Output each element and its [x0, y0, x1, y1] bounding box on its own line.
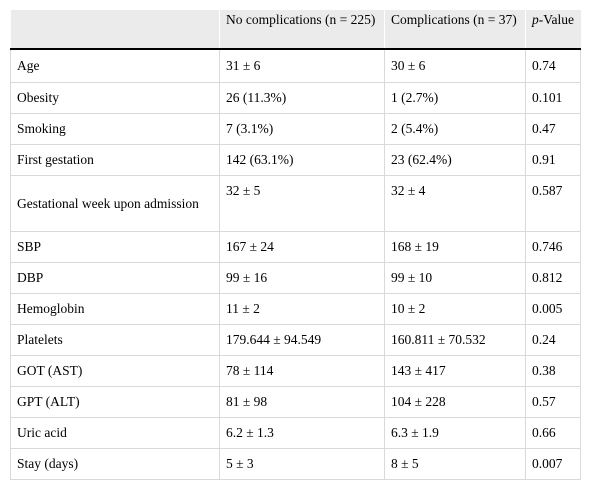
complications-value: 160.811 ± 70.532 [384, 324, 526, 356]
no-complications-value: 167 ± 24 [219, 231, 385, 263]
p-value: 0.66 [525, 417, 581, 449]
p-value: 0.007 [525, 448, 581, 480]
complications-value: 32 ± 4 [384, 175, 526, 232]
header-row: No complications (n = 225) Complications… [10, 10, 581, 50]
row-label: Platelets [10, 324, 220, 356]
no-complications-value: 6.2 ± 1.3 [219, 417, 385, 449]
header-cell-no-complications: No complications (n = 225) [219, 10, 385, 50]
no-complications-value: 179.644 ± 94.549 [219, 324, 385, 356]
row-label: Uric acid [10, 417, 220, 449]
p-value: 0.91 [525, 144, 581, 176]
header-cell-complications: Complications (n = 37) [384, 10, 526, 50]
table-row: DBP 99 ± 16 99 ± 10 0.812 [10, 262, 581, 294]
no-complications-value: 5 ± 3 [219, 448, 385, 480]
table-row: Stay (days) 5 ± 3 8 ± 5 0.007 [10, 448, 581, 480]
complications-value: 104 ± 228 [384, 386, 526, 418]
complications-value: 6.3 ± 1.9 [384, 417, 526, 449]
no-complications-value: 26 (11.3%) [219, 82, 385, 114]
complications-value: 99 ± 10 [384, 262, 526, 294]
header-cell-p-value: p-Value [525, 10, 581, 50]
table-row: First gestation 142 (63.1%) 23 (62.4%) 0… [10, 144, 581, 176]
table-row: Smoking 7 (3.1%) 2 (5.4%) 0.47 [10, 113, 581, 145]
p-value-suffix: -Value [538, 12, 574, 27]
table-row: Uric acid 6.2 ± 1.3 6.3 ± 1.9 0.66 [10, 417, 581, 449]
row-label: Obesity [10, 82, 220, 114]
p-value: 0.38 [525, 355, 581, 387]
row-label: GPT (ALT) [10, 386, 220, 418]
no-complications-value: 7 (3.1%) [219, 113, 385, 145]
data-table-container: No complications (n = 225) Complications… [10, 10, 581, 480]
p-value: 0.746 [525, 231, 581, 263]
row-label: Stay (days) [10, 448, 220, 480]
p-value: 0.47 [525, 113, 581, 145]
p-value: 0.812 [525, 262, 581, 294]
no-complications-value: 11 ± 2 [219, 293, 385, 325]
no-complications-value: 78 ± 114 [219, 355, 385, 387]
p-value: 0.101 [525, 82, 581, 114]
table-row: GPT (ALT) 81 ± 98 104 ± 228 0.57 [10, 386, 581, 418]
row-label: Gestational week upon admission [10, 175, 220, 232]
p-value: 0.74 [525, 49, 581, 83]
data-table: No complications (n = 225) Complications… [10, 10, 581, 480]
p-italic: p [532, 12, 539, 27]
row-label: GOT (AST) [10, 355, 220, 387]
complications-value: 143 ± 417 [384, 355, 526, 387]
row-label: Smoking [10, 113, 220, 145]
row-label: Hemoglobin [10, 293, 220, 325]
row-label: First gestation [10, 144, 220, 176]
header-cell-variable [10, 10, 220, 50]
complications-value: 1 (2.7%) [384, 82, 526, 114]
complications-value: 23 (62.4%) [384, 144, 526, 176]
table-row: Hemoglobin 11 ± 2 10 ± 2 0.005 [10, 293, 581, 325]
table-row: Age 31 ± 6 30 ± 6 0.74 [10, 49, 581, 83]
table-row: SBP 167 ± 24 168 ± 19 0.746 [10, 231, 581, 263]
table-body: Age 31 ± 6 30 ± 6 0.74 Obesity 26 (11.3%… [10, 49, 581, 480]
no-complications-value: 81 ± 98 [219, 386, 385, 418]
table-header: No complications (n = 225) Complications… [10, 10, 581, 50]
p-value: 0.24 [525, 324, 581, 356]
p-value: 0.57 [525, 386, 581, 418]
complications-value: 10 ± 2 [384, 293, 526, 325]
complications-value: 2 (5.4%) [384, 113, 526, 145]
table-row: Obesity 26 (11.3%) 1 (2.7%) 0.101 [10, 82, 581, 114]
no-complications-value: 99 ± 16 [219, 262, 385, 294]
complications-value: 8 ± 5 [384, 448, 526, 480]
no-complications-value: 31 ± 6 [219, 49, 385, 83]
table-row: Gestational week upon admission 32 ± 5 3… [10, 175, 581, 232]
no-complications-value: 32 ± 5 [219, 175, 385, 232]
no-complications-value: 142 (63.1%) [219, 144, 385, 176]
row-label: Age [10, 49, 220, 83]
row-label: SBP [10, 231, 220, 263]
table-row: Platelets 179.644 ± 94.549 160.811 ± 70.… [10, 324, 581, 356]
p-value: 0.005 [525, 293, 581, 325]
complications-value: 168 ± 19 [384, 231, 526, 263]
row-label: DBP [10, 262, 220, 294]
table-row: GOT (AST) 78 ± 114 143 ± 417 0.38 [10, 355, 581, 387]
complications-value: 30 ± 6 [384, 49, 526, 83]
p-value: 0.587 [525, 175, 581, 232]
